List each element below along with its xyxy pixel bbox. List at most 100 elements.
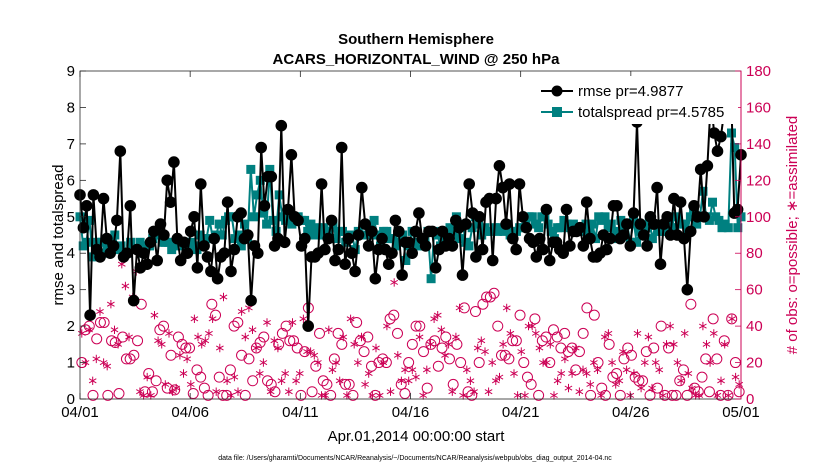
rmse-point	[711, 145, 724, 157]
obs-assimilated-marker	[510, 369, 518, 378]
spread-point	[527, 212, 537, 222]
rmse-point	[460, 218, 472, 230]
obs-assimilated-marker	[662, 340, 671, 349]
rmse-point	[366, 225, 378, 238]
obs-assimilated-marker	[546, 340, 555, 349]
y2-tick-label: 180	[746, 63, 771, 80]
obs-assimilated-marker	[452, 332, 460, 342]
obs-possible-marker	[117, 331, 129, 343]
legend-rmse-label: rmse pr=4.9877	[578, 83, 683, 100]
obs-assimilated-marker	[295, 369, 304, 378]
obs-assimilated-marker	[372, 343, 380, 353]
obs-possible-marker	[232, 316, 244, 328]
rmse-point	[101, 232, 113, 245]
spread-point	[135, 237, 145, 247]
spread-point	[600, 212, 610, 222]
spread-point	[303, 226, 313, 236]
obs-assimilated-marker	[655, 365, 664, 374]
obs-assimilated-marker	[535, 343, 544, 353]
obs-assimilated-marker	[208, 314, 217, 323]
obs-possible-marker	[529, 313, 541, 325]
rmse-point	[335, 141, 348, 154]
obs-assimilated-marker	[557, 369, 566, 378]
rmse-point	[221, 196, 234, 208]
obs-assimilated-marker	[426, 340, 435, 349]
obs-possible-marker	[655, 320, 667, 332]
obs-assimilated-marker	[604, 329, 613, 338]
obs-assimilated-marker	[259, 358, 268, 367]
obs-possible-marker	[306, 386, 318, 398]
obs-markers	[76, 260, 745, 401]
x-tick-label: 04/16	[392, 404, 430, 421]
rmse-point	[195, 178, 207, 190]
spread-point	[312, 223, 322, 233]
rmse-point	[218, 247, 231, 259]
rmse-point	[403, 236, 415, 249]
obs-possible-marker	[206, 298, 218, 310]
obs-possible-marker	[98, 316, 110, 328]
obs-assimilated-marker	[517, 347, 526, 356]
obs-assimilated-marker	[386, 387, 395, 396]
obs-possible-marker	[410, 320, 422, 332]
spread-point	[432, 230, 442, 240]
obs-possible-marker	[158, 320, 170, 332]
obs-assimilated-marker	[720, 340, 729, 349]
rmse-point	[654, 258, 667, 271]
obs-possible-marker	[113, 388, 125, 400]
obs-assimilated-marker	[277, 376, 286, 385]
obs-assimilated-marker	[644, 332, 653, 342]
obs-assimilated-marker	[560, 354, 569, 364]
rmse-point	[191, 262, 204, 274]
obs-assimilated-marker	[215, 343, 224, 353]
rmse-point	[80, 200, 93, 212]
rmse-point	[634, 218, 647, 230]
y-tick-label: 5	[67, 209, 75, 226]
obs-possible-marker	[507, 335, 519, 347]
rmse-point	[648, 218, 660, 230]
obs-assimilated-marker	[513, 391, 522, 400]
rmse-point	[731, 203, 744, 216]
spread-point	[97, 237, 107, 247]
rmse-point	[111, 214, 123, 227]
obs-possible-marker	[670, 389, 682, 401]
obs-possible-marker	[469, 306, 481, 318]
spread-point	[217, 230, 227, 240]
rmse-point	[107, 240, 120, 252]
obs-assimilated-marker	[324, 325, 333, 334]
obs-assimilated-marker	[648, 383, 656, 393]
obs-assimilated-marker	[412, 372, 420, 382]
obs-assimilated-marker	[343, 391, 351, 400]
obs-possible-marker	[629, 371, 641, 383]
rmse-point	[604, 232, 616, 245]
obs-possible-marker	[94, 316, 106, 328]
series-layer	[74, 76, 747, 332]
obs-possible-marker	[380, 357, 392, 369]
obs-assimilated-marker	[99, 358, 108, 367]
obs-possible-marker	[585, 389, 597, 401]
obs-possible-marker	[314, 327, 326, 339]
obs-assimilated-marker	[186, 380, 195, 389]
obs-possible-marker	[521, 371, 533, 383]
rmse-point	[362, 240, 375, 252]
obs-possible-marker	[555, 342, 567, 354]
rmse-point	[560, 203, 573, 216]
axes: 04/01 04/06 04/11 04/16 04/21 04/26 05/0101234…	[61, 63, 771, 421]
obs-possible-marker	[533, 389, 545, 401]
obs-assimilated-marker	[234, 387, 242, 396]
obs-possible-marker	[176, 338, 188, 350]
obs-possible-marker	[707, 313, 719, 325]
obs-assimilated-marker	[143, 372, 152, 382]
rmse-point	[148, 225, 160, 238]
spread-point	[164, 237, 174, 247]
spread-point	[246, 164, 256, 174]
obs-assimilated-marker	[441, 351, 449, 360]
obs-assimilated-marker	[161, 380, 170, 389]
obs-possible-marker	[581, 302, 593, 314]
obs-possible-marker	[377, 353, 389, 365]
obs-assimilated-marker	[175, 351, 184, 360]
obs-possible-marker	[321, 378, 333, 390]
obs-possible-marker	[120, 353, 132, 365]
rmse-point	[564, 240, 576, 252]
obs-possible-marker	[722, 389, 734, 401]
